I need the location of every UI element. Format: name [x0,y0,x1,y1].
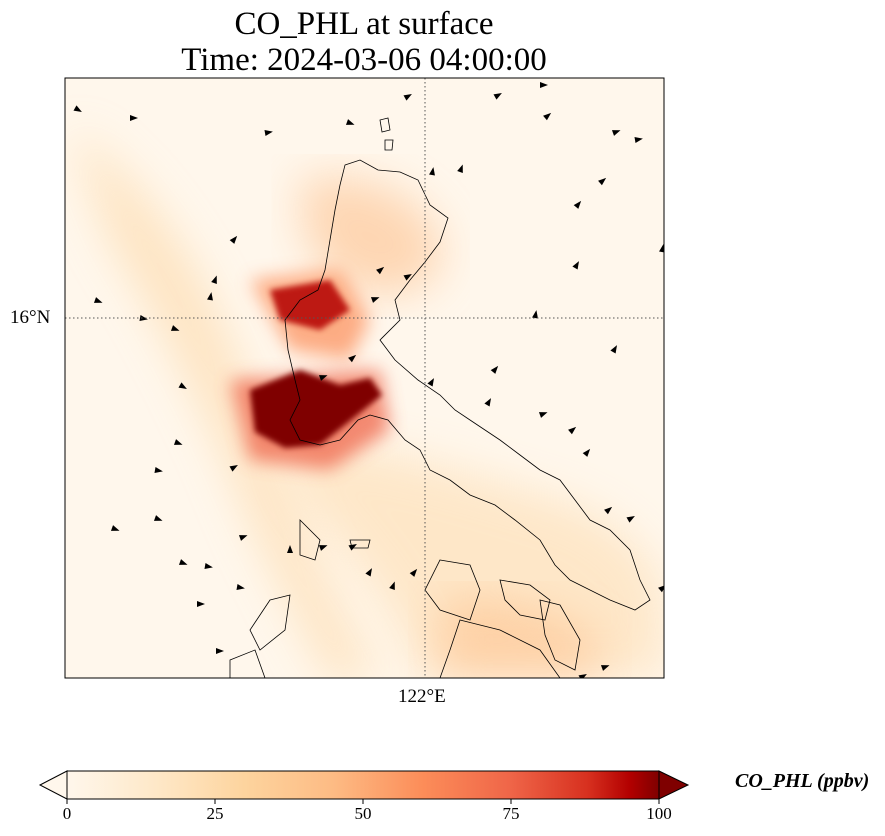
wind-vector-arrow [543,112,552,121]
wind-vector-arrow [598,177,607,186]
wind-vector-arrow [348,544,357,551]
wind-vectors [73,82,664,678]
wind-vector-arrow [611,130,621,136]
wind-vector-arrow [365,568,372,577]
wind-vector-arrow [427,378,434,387]
wind-vector-arrow [139,315,148,321]
wind-vector-arrow [173,439,183,445]
wind-vector-arrow [409,568,418,577]
colorbar-extend-low [38,770,68,800]
wind-vector-arrow [490,365,499,374]
wind-vector-arrow [197,601,205,607]
wind-vector-arrow [178,382,187,389]
wind-vector-arrow [626,516,635,523]
colorbar-tick-label: 25 [206,804,224,823]
wind-vector-arrow [211,275,217,285]
wind-vector-arrow [540,82,548,88]
wind-vector-arrow [403,94,412,101]
wind-vector-arrow [582,448,591,457]
colorbar-extend-high [658,770,690,800]
wind-vector-arrow [204,563,213,569]
wind-vector-arrow [236,584,245,590]
colorbar-tick-label: 75 [502,804,520,823]
wind-vector-arrow [229,465,238,472]
wind-vector-arrow [634,137,643,143]
wind-vector-arrow [532,310,538,319]
wind-vector-arrow [578,674,587,678]
wind-vector-arrow [110,525,120,531]
wind-vector-arrow [229,235,238,244]
wind-vector-arrow [264,130,273,136]
wind-vector-arrow [429,167,435,176]
wind-vector-arrow [659,244,664,253]
wind-vector-arrow [348,354,357,363]
wind-vector-arrow [403,274,412,281]
wind-vector-arrow [287,545,293,553]
wind-vector-arrow [538,412,548,418]
wind-vector-arrow [604,506,613,515]
wind-vector-arrow [376,266,385,275]
chart-title: CO_PHL at surface [234,6,494,42]
wind-vector-arrow [130,115,138,121]
wind-vector-arrow [216,648,224,654]
map-plot [64,77,665,679]
wind-vector-arrow [318,545,328,551]
colorbar-tick-label: 100 [646,804,672,823]
wind-vector-arrow [370,297,380,303]
wind-vector-arrow [154,467,163,473]
wind-vector-arrow [318,375,328,381]
wind-vector-arrow [93,297,103,303]
wind-vector-arrow [610,345,617,354]
colorbar-tick-label: 50 [354,804,372,823]
wind-vector-arrow [73,105,82,112]
colorbar-label: CO_PHL (ppbv) [735,770,870,792]
chart-subtitle: Time: 2024-03-06 04:00:00 [181,42,547,78]
wind-vector-arrow [170,325,180,331]
lat-tick-label: 16°N [10,307,51,328]
map-frame [64,77,665,679]
wind-vector-arrow [238,535,248,541]
wind-vector-arrow [178,559,188,565]
wind-vector-arrow [457,164,463,174]
wind-vector-arrow [345,119,355,125]
wind-vector-arrow [153,515,163,521]
wind-vector-arrow [493,93,502,100]
colorbar-tick-label: 0 [62,804,72,823]
wind-vector-arrow [207,292,213,301]
wind-vector-arrow [484,398,491,407]
wind-vector-arrow [600,665,610,671]
wind-vector-arrow [658,584,664,593]
colorbar-gradient [66,770,660,800]
wind-vector-arrow [573,200,582,209]
wind-vector-arrow [568,426,577,435]
lon-tick-label: 122°E [398,686,446,707]
wind-vector-arrow [389,581,395,591]
wind-vector-arrow [572,261,579,270]
